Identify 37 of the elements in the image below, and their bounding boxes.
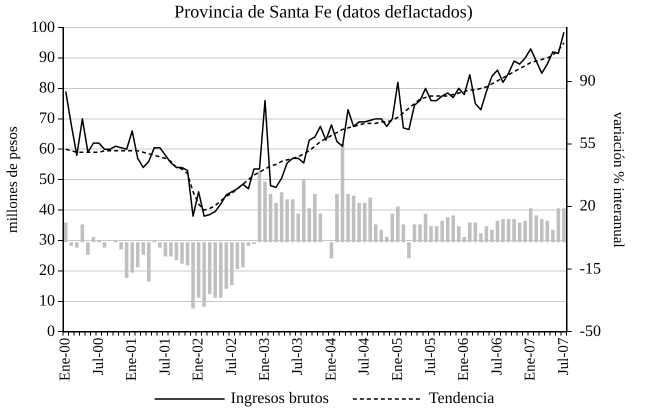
x-tick-label: Ene-00 <box>58 338 74 382</box>
y-tick-label: 20 <box>39 262 55 280</box>
x-tick-label: Ene-05 <box>390 338 406 382</box>
y-tick-label: 100 <box>31 18 55 36</box>
y2-tick-label: 20 <box>580 198 596 215</box>
y-tick-label: 0 <box>47 322 55 340</box>
x-tick-label: Ene-04 <box>323 337 340 382</box>
y2-tick-label: -15 <box>580 260 601 278</box>
x-tick-label: Ene-02 <box>190 338 207 382</box>
y2-tick-label: -50 <box>580 322 601 340</box>
y-axis-title: millones de pesos <box>4 126 21 233</box>
y-tick-label: 70 <box>39 110 55 128</box>
y-tick-label: 80 <box>39 80 55 97</box>
y-tick-label: 30 <box>39 232 55 249</box>
x-tick-label: Jul-03 <box>290 338 306 376</box>
x-tick-label: Jul-07 <box>556 337 572 376</box>
y2-axis-title: variación % interanual <box>610 112 626 248</box>
y-tick-label: 40 <box>39 201 55 218</box>
chart-title: Provincia de Santa Fe (datos deflactados) <box>174 2 473 22</box>
x-tick-label: Ene-03 <box>256 338 273 382</box>
y-tick-label: 50 <box>39 170 55 188</box>
x-tick-label: Jul-06 <box>489 337 506 376</box>
y-tick-label: 90 <box>39 49 55 66</box>
y2-tick-label: 90 <box>580 72 596 90</box>
x-tick-label: Jul-01 <box>157 338 174 376</box>
y-tick-label: 10 <box>39 292 55 310</box>
x-tick-label: Jul-02 <box>224 338 240 376</box>
x-tick-label: Ene-07 <box>522 337 539 382</box>
x-tick-label: Ene-01 <box>124 338 140 382</box>
y-tick-label: 60 <box>39 140 55 158</box>
x-tick-label: Jul-04 <box>356 337 373 376</box>
x-tick-label: Jul-05 <box>423 338 440 376</box>
legend-label: Tendencia <box>428 390 494 408</box>
x-tick-label: Jul-00 <box>90 338 107 376</box>
legend-label: Ingresos brutos <box>230 390 329 408</box>
y2-tick-label: 55 <box>580 135 596 152</box>
x-tick-label: Ene-06 <box>456 337 472 382</box>
